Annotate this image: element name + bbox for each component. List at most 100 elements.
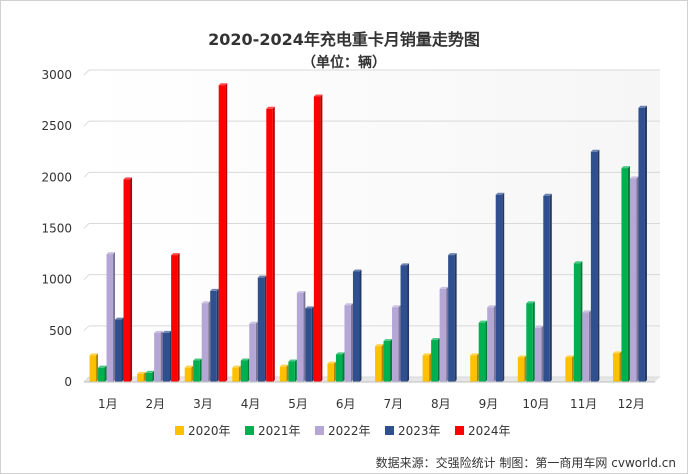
- bar-front: [352, 271, 360, 382]
- bar: [383, 339, 393, 382]
- bar-side: [286, 364, 289, 382]
- bar-side: [381, 344, 384, 382]
- bar: [495, 192, 505, 382]
- bar-top: [400, 263, 410, 266]
- bar-top: [313, 94, 323, 97]
- legend-swatch: [175, 426, 184, 435]
- bar: [288, 359, 297, 382]
- bar: [115, 317, 124, 382]
- bar-top: [210, 288, 219, 291]
- bar: [123, 177, 133, 382]
- bar: [193, 358, 202, 382]
- bar-front: [184, 367, 192, 382]
- bar-front: [279, 366, 287, 382]
- bar-side: [437, 338, 440, 382]
- bar: [565, 355, 574, 382]
- bar: [478, 320, 488, 382]
- y-tick-label: 1500: [41, 222, 72, 236]
- bar-side: [627, 166, 630, 382]
- bar: [573, 261, 583, 382]
- bar-side: [255, 321, 258, 382]
- bar-side: [272, 106, 275, 383]
- bar-top: [218, 83, 228, 86]
- bar-front: [335, 354, 343, 382]
- legend-item: 2022年: [315, 424, 371, 438]
- bar-top: [526, 301, 535, 304]
- bar-front: [266, 108, 273, 383]
- bar-front: [612, 353, 620, 382]
- gridline-depth: [83, 376, 90, 383]
- bar-front: [249, 323, 256, 382]
- bar-top: [590, 149, 600, 152]
- bar: [335, 352, 345, 382]
- bar-front: [392, 307, 399, 382]
- bar-top: [573, 261, 583, 264]
- bar-top: [375, 344, 384, 347]
- y-tick-label: 1000: [41, 273, 72, 287]
- bar: [210, 288, 219, 382]
- bar-front: [123, 179, 131, 382]
- bar-top: [495, 192, 505, 195]
- bar-front: [590, 151, 598, 382]
- bar-side: [294, 359, 297, 382]
- bar-front: [288, 361, 295, 382]
- bar: [487, 305, 496, 382]
- bar-side: [636, 176, 639, 382]
- bar-side: [390, 339, 393, 382]
- bar-front: [478, 322, 486, 382]
- bar: [621, 166, 630, 382]
- bar-front: [582, 312, 589, 382]
- legend-swatch: [385, 426, 394, 435]
- bar-top: [431, 338, 440, 341]
- y-tick-label: 3000: [41, 68, 72, 82]
- bar: [249, 321, 258, 382]
- bar-side: [407, 263, 410, 382]
- bar: [137, 371, 146, 382]
- bar-front: [543, 195, 550, 382]
- bar-top: [288, 359, 297, 362]
- bar: [184, 365, 194, 382]
- bar-front: [638, 107, 645, 382]
- bar-side: [541, 325, 544, 382]
- bar-top: [383, 339, 393, 342]
- bar-front: [210, 290, 217, 382]
- bar-front: [422, 355, 430, 382]
- bar: [257, 275, 267, 382]
- bar-side: [303, 290, 306, 382]
- bar: [375, 344, 384, 382]
- plot-floor: [84, 377, 660, 382]
- bar-front: [517, 357, 525, 382]
- bar-front: [218, 85, 226, 382]
- bar-front: [296, 292, 304, 382]
- bar-front: [305, 308, 312, 382]
- bar-front: [240, 360, 248, 382]
- bar-top: [543, 193, 552, 196]
- bar-top: [249, 321, 258, 324]
- bar-front: [106, 254, 114, 382]
- bar: [448, 253, 457, 382]
- bar-front: [375, 346, 382, 382]
- y-tick-label: 2000: [41, 170, 72, 184]
- bar-front: [439, 288, 447, 382]
- bar-side: [121, 317, 124, 382]
- legend-item: 2024年: [455, 424, 511, 438]
- bar-side: [588, 310, 591, 382]
- bar-side: [493, 305, 496, 382]
- bar-front: [400, 265, 408, 382]
- gridline-depth: [83, 325, 90, 332]
- legend-item: 2020年: [175, 424, 231, 438]
- bar: [392, 305, 401, 382]
- bar-top: [448, 253, 457, 256]
- x-tick-label: 12月: [618, 397, 645, 411]
- bar: [218, 83, 228, 382]
- x-tick-label: 7月: [383, 397, 403, 411]
- bar: [305, 306, 314, 382]
- bar-side: [532, 301, 535, 382]
- bar-top: [582, 310, 591, 313]
- bar-top: [439, 286, 449, 289]
- bar: [171, 253, 180, 382]
- bar-side: [597, 149, 600, 382]
- gridline-depth: [83, 69, 90, 76]
- bar: [582, 310, 591, 382]
- x-tick-label: 5月: [288, 397, 308, 411]
